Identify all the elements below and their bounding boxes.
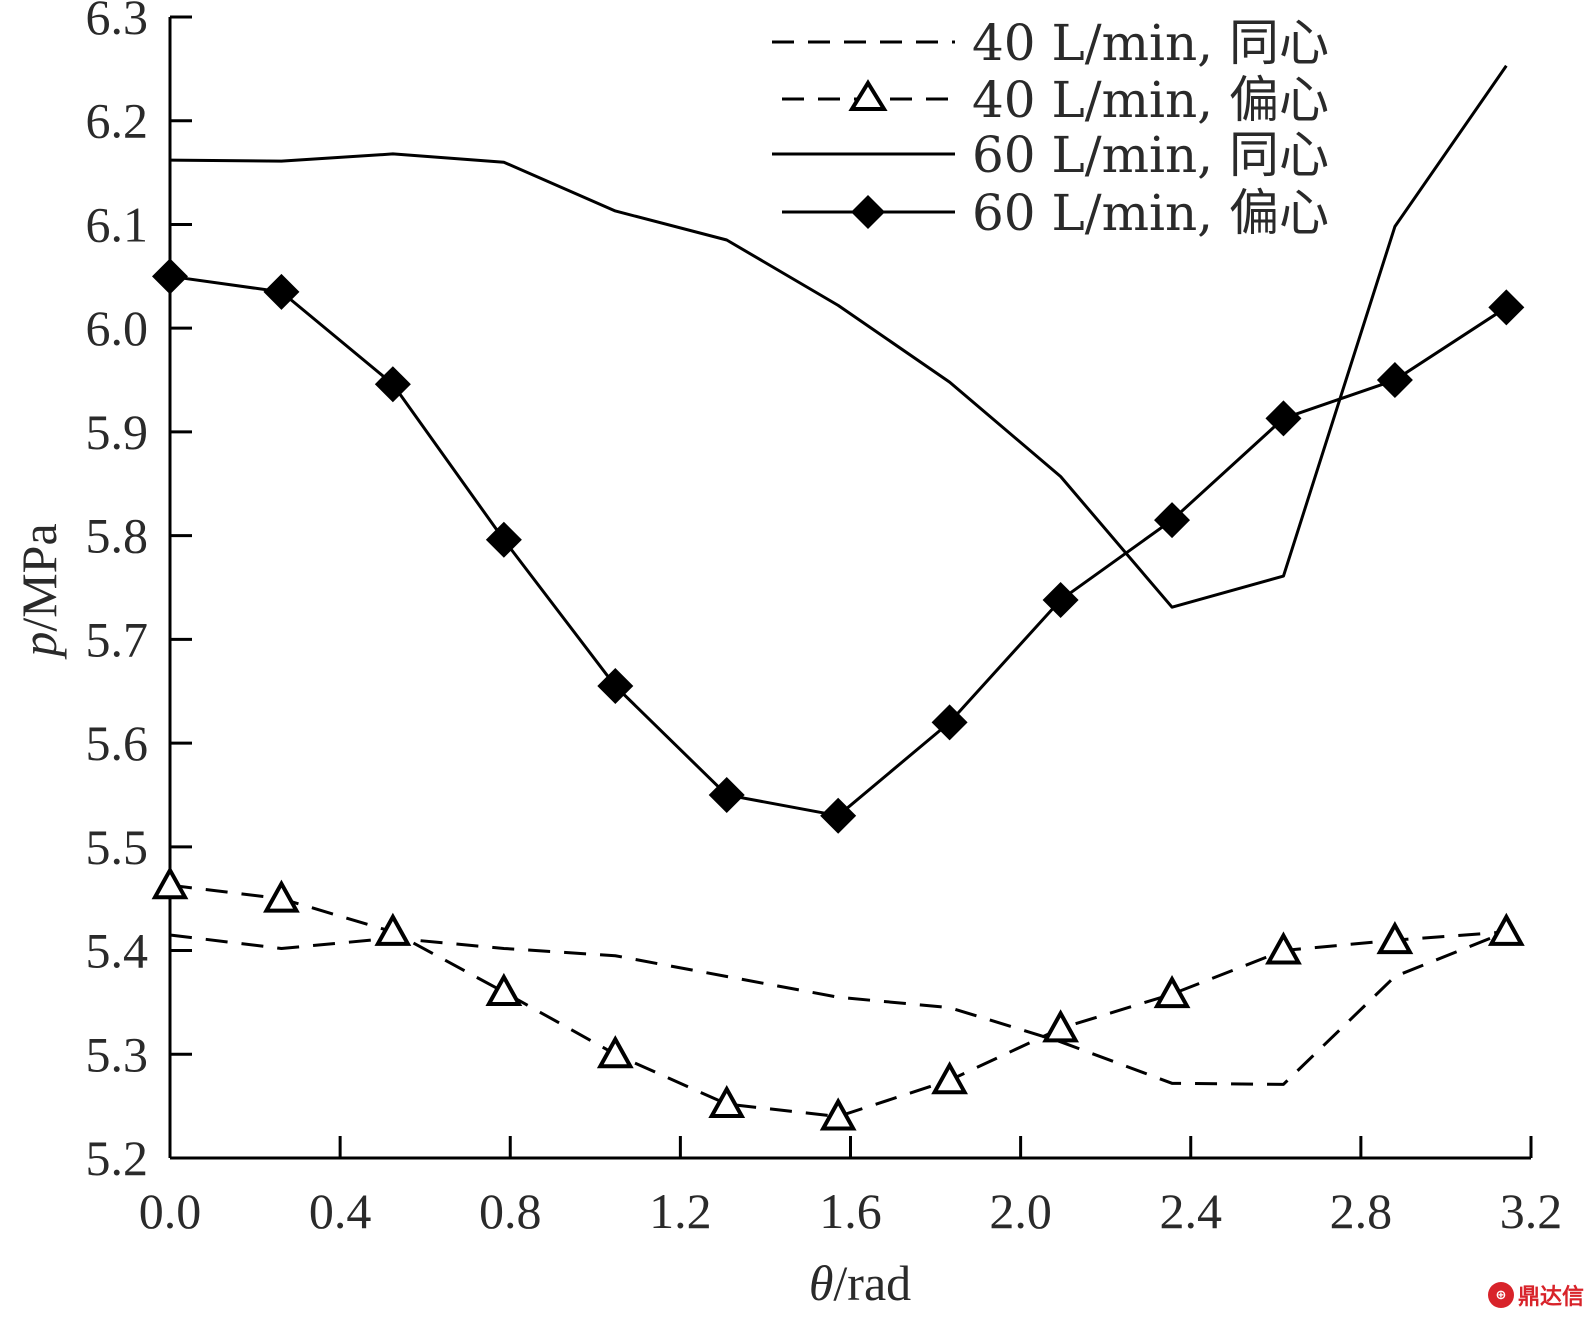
triangle-marker [931,1061,968,1095]
y-tick-label: 5.9 [86,404,149,460]
y-tick-label: 6.1 [86,196,149,252]
triangle-marker [263,879,300,913]
triangle-marker [374,912,412,946]
triangle-marker [151,866,189,900]
triangle-marker [1153,974,1191,1009]
legend-label: 60 L/min, 偏心 [972,184,1329,242]
axes: 0.0 0.4 0.8 1.2 1.6 2.0 2.4 2.8 3.2 5.2 5.3 5.4 5.5… [86,0,1563,1239]
x-axis-unit: /rad [833,1255,911,1311]
y-tick-label: 6.0 [86,300,149,356]
seal-icon: ⊕ [1487,1282,1514,1308]
diamond-marker [152,258,188,295]
diamond-marker [1488,289,1525,326]
legend-diamond-marker [851,195,885,229]
series-line [169,930,1507,1086]
diamond-marker [820,797,857,834]
triangle-marker [708,1084,746,1119]
watermark: ⊕ 鼎达信 [1487,1279,1584,1311]
series-0 [169,930,1507,1086]
x-tick-label: 2.8 [1330,1183,1393,1239]
x-axis-symbol: θ [809,1255,834,1311]
legend-label: 60 L/min, 同心 [972,126,1329,184]
legend: 40 L/min, 同心 40 L/min, 偏心 60 L/min, 同心 6… [772,14,1329,242]
y-tick-label: 5.2 [86,1130,149,1186]
y-tick-label: 5.3 [86,1026,149,1082]
plot-series [151,64,1525,1131]
y-axis-title: p/MPa [11,523,67,659]
y-tick-label: 5.5 [86,819,149,875]
legend-label: 40 L/min, 同心 [972,14,1329,72]
diamond-marker [931,704,968,741]
x-tick-label: 1.6 [819,1183,882,1239]
legend-triangle-marker [848,79,888,111]
diamond-marker [374,366,411,403]
x-tick-label: 0.4 [309,1183,372,1239]
triangle-marker [1487,912,1525,946]
legend-item-60-eccentric: 60 L/min, 偏心 [782,184,1329,242]
y-tick-label: 6.3 [86,0,149,45]
series-line [169,274,1508,818]
triangle-marker [819,1097,857,1131]
diamond-marker [597,668,634,705]
legend-item-40-concentric: 40 L/min, 同心 [772,14,1329,72]
x-tick-label: 2.0 [989,1183,1052,1239]
diamond-marker [1042,581,1079,618]
x-tick-label: 0.0 [139,1183,202,1239]
y-tick-label: 5.7 [86,611,149,667]
series-2 [169,64,1508,609]
y-tick-label: 6.2 [86,93,149,149]
diamond-marker [485,521,522,558]
triangle-marker [596,1035,634,1069]
x-ticks: 0.0 0.4 0.8 1.2 1.6 2.0 2.4 2.8 3.2 [139,1136,1563,1239]
watermark-text: 鼎达信 [1517,1285,1584,1310]
diamond-marker [1376,362,1413,399]
diamond-marker [263,273,300,310]
diamond-marker [708,776,745,813]
series-3 [152,258,1525,834]
y-tick-label: 5.8 [86,508,149,564]
legend-item-40-eccentric: 40 L/min, 偏心 [782,71,1329,129]
diamond-marker [1154,502,1191,539]
y-ticks: 5.2 5.3 5.4 5.5 5.6 5.7 5.8 5.9 6.0 6.1 6.2 6.3 [86,0,192,1186]
x-axis-title: θ/rad [809,1255,911,1311]
triangle-marker [1265,931,1302,965]
y-tick-label: 5.6 [86,715,149,771]
x-tick-label: 1.2 [649,1183,712,1239]
series-1 [151,866,1525,1131]
x-tick-label: 0.8 [479,1183,542,1239]
series-line [169,64,1508,609]
triangle-marker [1376,921,1414,955]
series-line [169,883,1507,1119]
legend-item-60-concentric: 60 L/min, 同心 [772,126,1329,184]
y-tick-label: 5.4 [86,923,149,979]
x-tick-label: 2.4 [1160,1183,1223,1239]
legend-label: 40 L/min, 偏心 [972,71,1329,129]
y-axis-symbol: p [11,632,67,660]
triangle-marker [485,972,523,1007]
diamond-marker [1265,400,1302,437]
x-tick-label: 3.2 [1500,1183,1563,1239]
y-axis-unit: /MPa [11,523,67,631]
triangle-marker [1042,1009,1080,1043]
